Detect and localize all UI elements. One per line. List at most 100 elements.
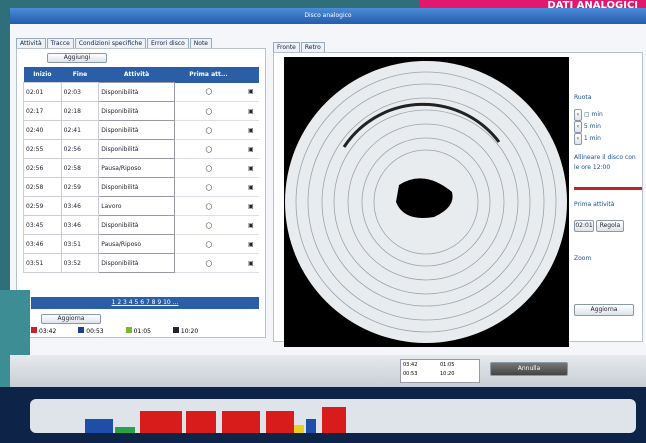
footer-bar: 03:42 01:05 00:53 10:20 Annulla	[10, 355, 646, 387]
footer-legend-item: 10:20	[440, 371, 455, 377]
right-panel: Ruota ‹ ▢ min ‹ 5 min ‹ 1 min Allineare …	[273, 52, 643, 347]
first-radio[interactable]: ◯	[174, 234, 243, 254]
activity-select[interactable]: Pausa/Riposo	[98, 234, 175, 254]
activity-table: Inizio Fine Attività Prima att... 02:01 02:03…	[23, 67, 259, 273]
time-cell: 03:51	[60, 234, 100, 254]
left-tabs: Attività Tracce Condizioni specifiche Error…	[16, 38, 266, 48]
right-tab[interactable]: Fronte	[273, 42, 300, 52]
time-cell: 02:41	[60, 120, 100, 140]
five-min-label: 5 min	[583, 123, 601, 130]
window: Disco analogico Attività Tracce Condizioni…	[10, 8, 646, 355]
summary-value: 03:42	[39, 328, 57, 335]
row-button[interactable]: ▣	[242, 139, 259, 159]
time-cell: 03:52	[60, 253, 100, 273]
row-button[interactable]: ▣	[242, 177, 259, 197]
left-tab[interactable]: Condizioni specifiche	[74, 38, 147, 48]
first-radio[interactable]: ◯	[174, 158, 243, 178]
time-cell: 02:55	[23, 139, 62, 159]
table-row: 03:45 03:46 Disponibilità ◯ ▣	[23, 215, 259, 235]
adjust-button[interactable]: Regola	[595, 220, 624, 232]
row-button[interactable]: ▣	[242, 82, 259, 102]
first-time[interactable]: 02:01	[574, 220, 594, 232]
first-radio[interactable]: ◯	[174, 196, 243, 216]
activity-select[interactable]: Disponibilità	[98, 101, 175, 121]
first-radio[interactable]: ◯	[174, 101, 243, 121]
time-cell: 02:56	[23, 158, 62, 178]
summary-icon	[172, 327, 179, 333]
controls-update-button[interactable]: Aggiorna	[574, 304, 634, 316]
align-label: Allineare il disco con le ore 12:00	[574, 154, 636, 171]
left-tab[interactable]: Errori disco	[147, 38, 189, 48]
row-button[interactable]: ▣	[242, 253, 259, 273]
time-cell: 03:45	[23, 215, 62, 235]
zoom-label: Zoom	[574, 255, 592, 262]
rotate-label: Ruota	[574, 94, 592, 101]
pagination[interactable]: 1 2 3 4 5 6 7 8 9 10 ...	[31, 297, 259, 309]
time-cell: 03:46	[60, 196, 100, 216]
row-button[interactable]: ▣	[242, 234, 259, 254]
left-tab[interactable]: Attività	[16, 38, 46, 48]
one-min-control[interactable]: ‹ 1 min	[574, 133, 642, 145]
activity-select[interactable]: Lavoro	[98, 196, 175, 216]
header-row: Inizio Fine Attività Prima att...	[23, 67, 259, 83]
five-min-control[interactable]: ‹ 5 min	[574, 121, 642, 133]
table-row: 02:17 02:18 Disponibilità ◯ ▣	[23, 101, 259, 121]
first-radio[interactable]: ◯	[174, 215, 243, 235]
align-arrow	[574, 187, 642, 190]
row-button[interactable]: ▣	[242, 215, 259, 235]
first-radio[interactable]: ◯	[174, 253, 243, 273]
disc-rings	[295, 71, 557, 333]
time-cell: 02:58	[60, 158, 100, 178]
add-button[interactable]: Aggiungi	[47, 53, 107, 63]
time-cell: 03:46	[23, 234, 62, 254]
activity-select[interactable]: Disponibilità	[98, 215, 175, 235]
table-row: 03:51 03:52 Disponibilità ◯ ▣	[23, 253, 259, 273]
table-row: 02:58 02:59 Disponibilità ◯ ▣	[23, 177, 259, 197]
summary-item: 01:05	[125, 327, 151, 335]
update-button[interactable]: Aggiorna	[41, 314, 101, 324]
summary-item: 03:42	[31, 327, 57, 335]
activity-select[interactable]: Disponibilità	[98, 120, 175, 140]
time-cell: 02:01	[23, 82, 62, 102]
header-cell: Attività	[98, 67, 175, 83]
summary-value: 10:20	[180, 328, 199, 335]
disc-view	[284, 57, 569, 347]
table-row: 02:01 02:03 Disponibilità ◯ ▣	[23, 82, 259, 102]
activity-select[interactable]: Disponibilità	[98, 82, 175, 102]
summary-icon	[78, 327, 85, 333]
summary-icon	[125, 327, 132, 333]
min-control[interactable]: ‹ ▢ min	[574, 109, 642, 121]
activity-select[interactable]: Disponibilità	[98, 177, 175, 197]
first-radio[interactable]: ◯	[174, 120, 243, 140]
min-label: min	[591, 111, 603, 118]
header-cell-blank	[242, 67, 259, 83]
time-cell: 02:03	[60, 82, 100, 102]
first-radio[interactable]: ◯	[174, 139, 243, 159]
controls: Ruota ‹ ▢ min ‹ 5 min ‹ 1 min Allineare …	[574, 93, 642, 316]
activity-select[interactable]: Disponibilità	[98, 139, 175, 159]
left-tab[interactable]: Tracce	[46, 38, 74, 48]
row-button[interactable]: ▣	[242, 158, 259, 178]
cancel-button[interactable]: Annulla	[490, 362, 568, 376]
header-cell: Prima att...	[174, 67, 243, 83]
left-tab[interactable]: Note	[189, 38, 212, 48]
activity-select[interactable]: Pausa/Riposo	[98, 158, 175, 178]
time-cell: 02:58	[23, 177, 62, 197]
window-title: Disco analogico	[10, 8, 646, 24]
summary: 03:42 00:53 01:05 10:20	[31, 327, 261, 337]
summary-item: 00:53	[78, 327, 104, 335]
time-cell: 02:56	[60, 139, 100, 159]
right-tabs: Fronte Retro	[273, 42, 373, 52]
first-radio[interactable]: ◯	[174, 177, 243, 197]
row-button[interactable]: ▣	[242, 196, 259, 216]
first-activity-label: Prima attività	[574, 201, 615, 208]
right-tab[interactable]: Retro	[300, 42, 325, 52]
time-cell: 02:17	[23, 101, 62, 121]
table-row: 02:59 03:46 Lavoro ◯ ▣	[23, 196, 259, 216]
row-button[interactable]: ▣	[242, 101, 259, 121]
row-button[interactable]: ▣	[242, 120, 259, 140]
first-radio[interactable]: ◯	[174, 82, 243, 102]
time-cell: 02:59	[60, 177, 100, 197]
activity-select[interactable]: Disponibilità	[98, 253, 175, 273]
